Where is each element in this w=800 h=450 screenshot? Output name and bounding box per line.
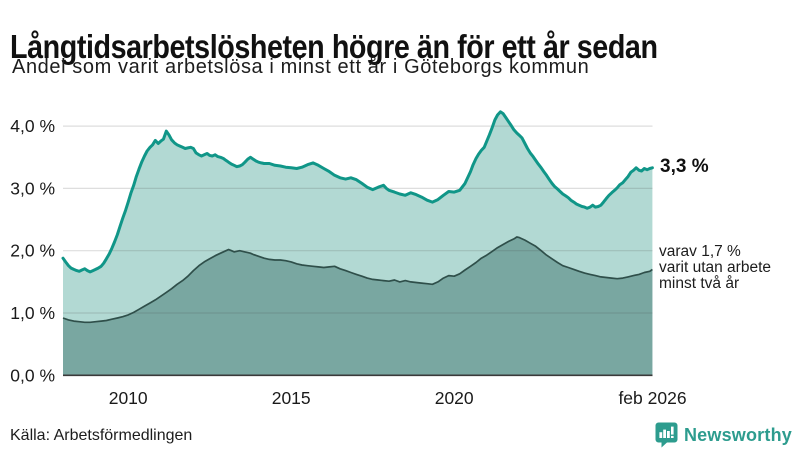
latest-value-label: 3,3 % xyxy=(660,156,709,177)
two-plus-line xyxy=(62,236,653,324)
x-axis-labels: 2010 2015 2020 feb 2026 xyxy=(109,388,687,408)
gridlines xyxy=(63,125,653,314)
series-area-1 xyxy=(63,237,653,376)
y-tick-label: 4,0 % xyxy=(10,116,55,136)
x-tick-label: 2015 xyxy=(272,388,311,408)
newsworthy-logo-icon xyxy=(655,422,678,448)
x-tick-label: 2020 xyxy=(435,388,474,408)
y-tick-label: 0,0 % xyxy=(10,365,55,385)
page-title: Långtidsarbetslösheten högre än för ett … xyxy=(10,28,658,66)
y-tick-label: 3,0 % xyxy=(10,178,55,198)
series-lines xyxy=(61,110,654,324)
two-year-note-label: varav 1,7 % varit utan arbete minst två … xyxy=(659,243,772,293)
x-tick-label: feb 2026 xyxy=(618,388,686,408)
y-tick-label: 1,0 % xyxy=(10,303,55,323)
brand-lockup: Newsworthy xyxy=(655,422,792,448)
total-line xyxy=(61,110,654,274)
brand-wordmark: Newsworthy xyxy=(683,424,792,445)
x-tick-label: 2010 xyxy=(109,388,148,408)
series-areas xyxy=(63,111,653,376)
y-tick-label: 2,0 % xyxy=(10,241,55,261)
y-axis-labels: 0,0 % 1,0 % 2,0 % 3,0 % 4,0 % xyxy=(10,116,55,385)
source-note: Källa: Arbetsförmedlingen xyxy=(10,427,193,444)
chart-subtitle: Andel som varit arbetslösa i minst ett å… xyxy=(12,56,590,78)
